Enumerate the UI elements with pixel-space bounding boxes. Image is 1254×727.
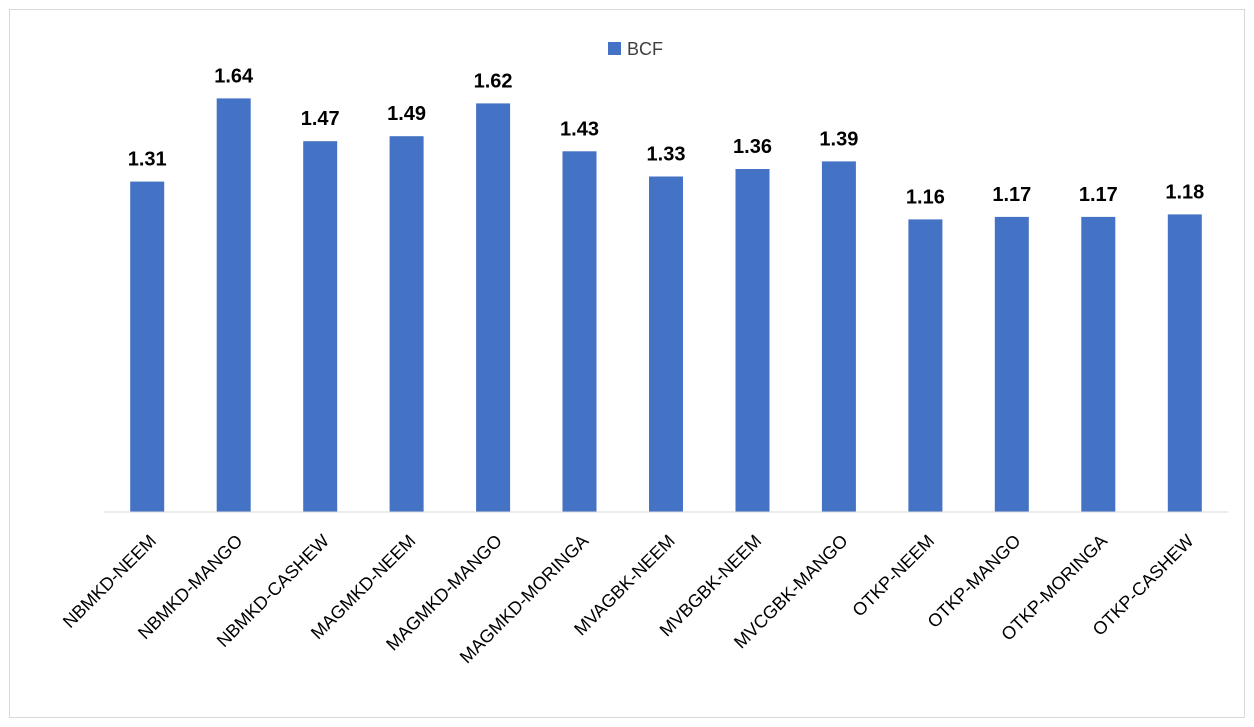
legend-swatch-bcf (608, 42, 621, 55)
bars (130, 98, 1202, 513)
bar-nbmkd-cashew (303, 141, 338, 512)
bar-magmkd-mango (476, 103, 511, 513)
chart-frame (9, 9, 1245, 718)
data-label-otkp-moringa: 1.17 (1079, 184, 1118, 206)
data-label-nbmkd-cashew: 1.47 (301, 108, 340, 130)
data-label-otkp-neem: 1.16 (906, 186, 945, 208)
bar-otkp-mango (994, 216, 1029, 512)
bar-mvbgbk-neem (735, 169, 770, 512)
bar-otkp-neem (908, 219, 943, 512)
data-label-magmkd-moringa: 1.43 (560, 118, 599, 140)
bar-magmkd-moringa (562, 151, 597, 513)
data-label-otkp-mango: 1.17 (992, 184, 1031, 206)
data-label-nbmkd-neem: 1.31 (128, 149, 167, 171)
bar-otkp-moringa (1081, 216, 1116, 512)
data-label-magmkd-mango: 1.62 (474, 70, 513, 92)
x-axis-tick-labels: NBMKD-NEEMNBMKD-MANGONBMKD-CASHEWMAGMKD-… (59, 531, 1198, 667)
data-label-mvagbk-neem: 1.33 (647, 144, 686, 166)
bar-mvagbk-neem (649, 176, 683, 512)
data-labels: 1.31 1.64 1.47 1.49 1.62 1.43 1.33 1.36 1.39 1.16… (128, 65, 1205, 208)
data-label-otkp-cashew: 1.18 (1165, 181, 1204, 203)
tick-label-otkp-neem: OTKP-NEEM (848, 531, 938, 621)
tick-label-nbmkd-neem: NBMKD-NEEM (59, 531, 160, 632)
tick-label-otkp-mango: OTKP-MANGO (924, 531, 1025, 632)
legend-label-bcf: BCF (627, 39, 663, 59)
data-label-magmkd-neem: 1.49 (387, 103, 426, 125)
bar-magmkd-neem (389, 136, 424, 512)
bar-mvcgbk-mango (821, 161, 856, 512)
bar-nbmkd-mango (216, 98, 251, 513)
bar-otkp-cashew (1167, 214, 1202, 512)
data-label-mvbgbk-neem: 1.36 (733, 136, 772, 158)
legend: BCF (608, 39, 663, 59)
data-label-mvcgbk-mango: 1.39 (819, 128, 858, 150)
data-label-nbmkd-mango: 1.64 (214, 65, 254, 87)
bar-nbmkd-neem (130, 181, 165, 512)
